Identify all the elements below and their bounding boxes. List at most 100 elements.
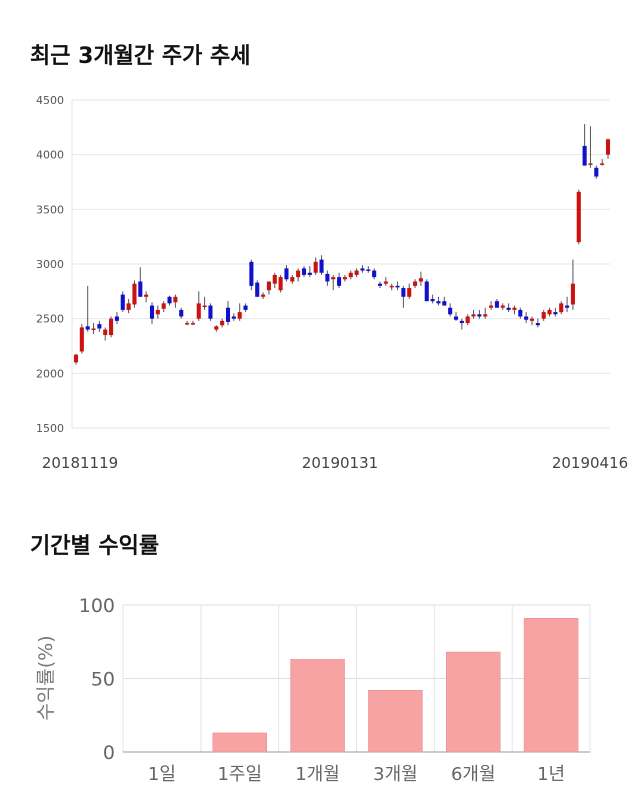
candle-body xyxy=(348,272,353,278)
candle-body xyxy=(506,307,511,310)
candle-body xyxy=(459,320,464,324)
candle-body xyxy=(418,278,423,282)
price-y-tick: 2500 xyxy=(36,313,64,326)
candle-body xyxy=(483,314,488,317)
candle-body xyxy=(582,145,587,166)
candle-body xyxy=(202,305,207,308)
candle-body xyxy=(535,323,540,326)
candle-body xyxy=(570,283,575,305)
candle-body xyxy=(243,305,248,310)
candle-body xyxy=(588,163,593,165)
price-y-tick: 4000 xyxy=(36,149,64,162)
candle-body xyxy=(73,354,79,363)
candle-body xyxy=(91,328,96,331)
candle-body xyxy=(261,294,266,297)
return-x-tick: 1개월 xyxy=(295,764,340,785)
candle-body xyxy=(453,316,459,320)
candle-body xyxy=(354,270,359,275)
candle-body xyxy=(389,285,394,288)
candle-body xyxy=(500,305,505,308)
return-gridlines xyxy=(122,604,591,753)
candle-body xyxy=(149,305,155,319)
candle-body xyxy=(424,281,429,302)
candle-body xyxy=(307,272,312,275)
candle-body xyxy=(413,281,418,286)
candle-body xyxy=(114,316,119,321)
candle-body xyxy=(576,191,581,243)
return-x-tick: 1주일 xyxy=(217,764,262,785)
candle-body xyxy=(559,303,564,313)
candle-body xyxy=(266,281,271,291)
candle-body xyxy=(524,316,529,320)
candle-body xyxy=(249,261,254,286)
price-x-tick-labels: 20181119 20190131 20190416 xyxy=(42,454,628,472)
candle-body xyxy=(442,301,447,306)
candle-body xyxy=(331,277,336,280)
candle-body xyxy=(541,312,546,319)
price-x-tick: 20181119 xyxy=(42,454,118,472)
candle-body xyxy=(155,309,160,315)
candle-body xyxy=(377,283,383,286)
candle-body xyxy=(290,277,295,282)
return-bar xyxy=(212,732,267,753)
candle-body xyxy=(547,309,552,315)
candle-body xyxy=(401,288,406,297)
candle-body xyxy=(301,268,307,275)
candle-body xyxy=(529,318,535,321)
candle-body xyxy=(208,305,213,319)
return-y-axis-label: 수익률(%) xyxy=(35,635,57,720)
candle-body xyxy=(109,318,114,336)
price-x-tick: 20190131 xyxy=(302,454,378,472)
candle-body xyxy=(85,326,90,330)
candle-body xyxy=(436,301,441,304)
price-y-tick: 2000 xyxy=(36,367,64,380)
price-x-tick: 20190416 xyxy=(552,454,628,472)
candle-body xyxy=(214,326,219,330)
candle-body xyxy=(296,270,301,278)
price-trend-title: 최근 3개월간 주가 추세 xyxy=(30,44,251,69)
candle-body xyxy=(161,303,166,309)
candle-body xyxy=(225,307,231,322)
return-bar xyxy=(446,651,501,753)
candle-body xyxy=(220,320,225,326)
candle-body xyxy=(372,270,377,278)
candle-body xyxy=(600,163,605,165)
candle-body xyxy=(366,269,371,271)
candle-body xyxy=(494,301,499,308)
candle-body xyxy=(471,314,476,317)
return-bar xyxy=(290,659,345,753)
candle-body xyxy=(342,277,347,280)
candle-body xyxy=(430,298,435,302)
candle-body xyxy=(167,296,172,304)
candle-body xyxy=(325,273,330,282)
price-y-tick: 4500 xyxy=(36,94,64,107)
return-y-tick: 100 xyxy=(79,595,115,617)
candle-body xyxy=(477,314,482,317)
candle-body xyxy=(97,324,102,329)
candle-body xyxy=(319,259,324,273)
candle-body xyxy=(565,305,570,308)
price-y-tick: 3000 xyxy=(36,258,64,271)
candle-body xyxy=(190,323,195,325)
candle-body xyxy=(313,261,318,273)
candle-body xyxy=(448,307,453,315)
candle-body xyxy=(337,277,342,286)
candle-body xyxy=(594,167,599,177)
candle-body xyxy=(284,268,289,280)
return-y-tick: 50 xyxy=(91,669,115,691)
return-bar xyxy=(368,690,423,753)
candle-body xyxy=(138,281,143,297)
return-x-tick: 3개월 xyxy=(373,764,418,785)
candle-body xyxy=(132,283,137,305)
return-x-tick: 6개월 xyxy=(451,764,496,785)
candle-body xyxy=(605,139,611,155)
candle-body xyxy=(489,305,494,308)
candle-body xyxy=(272,274,277,284)
return-x-tick: 1년 xyxy=(537,764,565,785)
candle-body xyxy=(255,282,260,297)
candle-body xyxy=(278,277,283,291)
return-by-period-title: 기간별 수익률 xyxy=(30,534,160,559)
candle-body xyxy=(407,288,412,297)
